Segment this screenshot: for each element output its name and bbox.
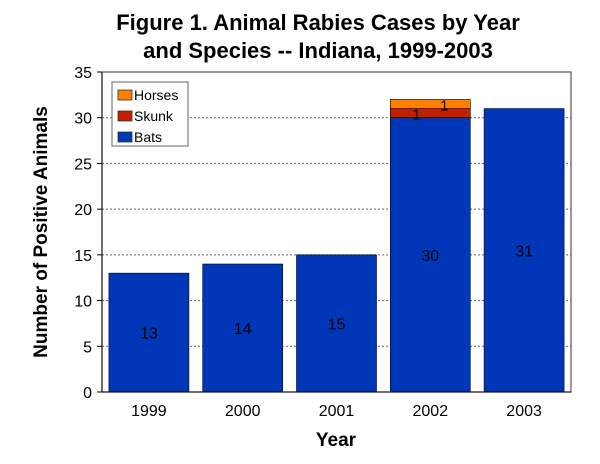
y-tick-label: 5 bbox=[83, 339, 92, 356]
y-axis-label: Number of Positive Animals bbox=[31, 106, 52, 358]
legend-label-skunk: Skunk bbox=[134, 108, 174, 124]
legend-swatch-skunk bbox=[117, 110, 133, 122]
bar-skunk-2002 bbox=[389, 108, 471, 119]
chart-title-line-1: Figure 1. Animal Rabies Cases by Year bbox=[116, 10, 520, 35]
bar-horses-2002 bbox=[389, 99, 471, 109]
y-tick-label: 15 bbox=[74, 248, 92, 265]
data-label-skunk: 1 bbox=[412, 107, 420, 124]
data-label-bats: 30 bbox=[421, 248, 439, 265]
y-tick-label: 30 bbox=[74, 111, 92, 128]
data-label-bats: 13 bbox=[140, 326, 158, 343]
legend-label-bats: Bats bbox=[134, 129, 162, 145]
y-tick-label: 10 bbox=[74, 294, 92, 311]
x-tick-label: 2000 bbox=[225, 403, 261, 420]
y-tick-label: 35 bbox=[74, 65, 92, 82]
bar-bats-2003 bbox=[483, 108, 565, 393]
bar-bats-2001 bbox=[296, 254, 377, 393]
data-label-horses: 1 bbox=[440, 97, 448, 114]
legend-label-horses: Horses bbox=[134, 87, 178, 103]
x-tick-label: 1999 bbox=[131, 403, 167, 420]
legend-swatch-bats bbox=[117, 131, 133, 143]
x-tick-label: 2001 bbox=[319, 403, 355, 420]
data-label-bats: 15 bbox=[328, 316, 346, 333]
y-tick-label: 25 bbox=[74, 156, 92, 173]
y-tick-label: 20 bbox=[74, 202, 92, 219]
y-tick-label: 0 bbox=[83, 385, 92, 402]
chart-title-line-2: and Species -- Indiana, 1999-2003 bbox=[143, 38, 493, 63]
bar-bats-2002 bbox=[389, 117, 471, 393]
bar-bats-1999 bbox=[108, 272, 190, 393]
data-label-bats: 14 bbox=[234, 321, 252, 338]
x-tick-label: 2002 bbox=[413, 403, 449, 420]
x-tick-label: 2003 bbox=[506, 403, 542, 420]
bar-bats-2000 bbox=[202, 263, 283, 393]
x-axis-label: Year bbox=[316, 430, 357, 451]
data-label-bats: 31 bbox=[515, 243, 533, 260]
legend-swatch-horses bbox=[117, 89, 133, 101]
